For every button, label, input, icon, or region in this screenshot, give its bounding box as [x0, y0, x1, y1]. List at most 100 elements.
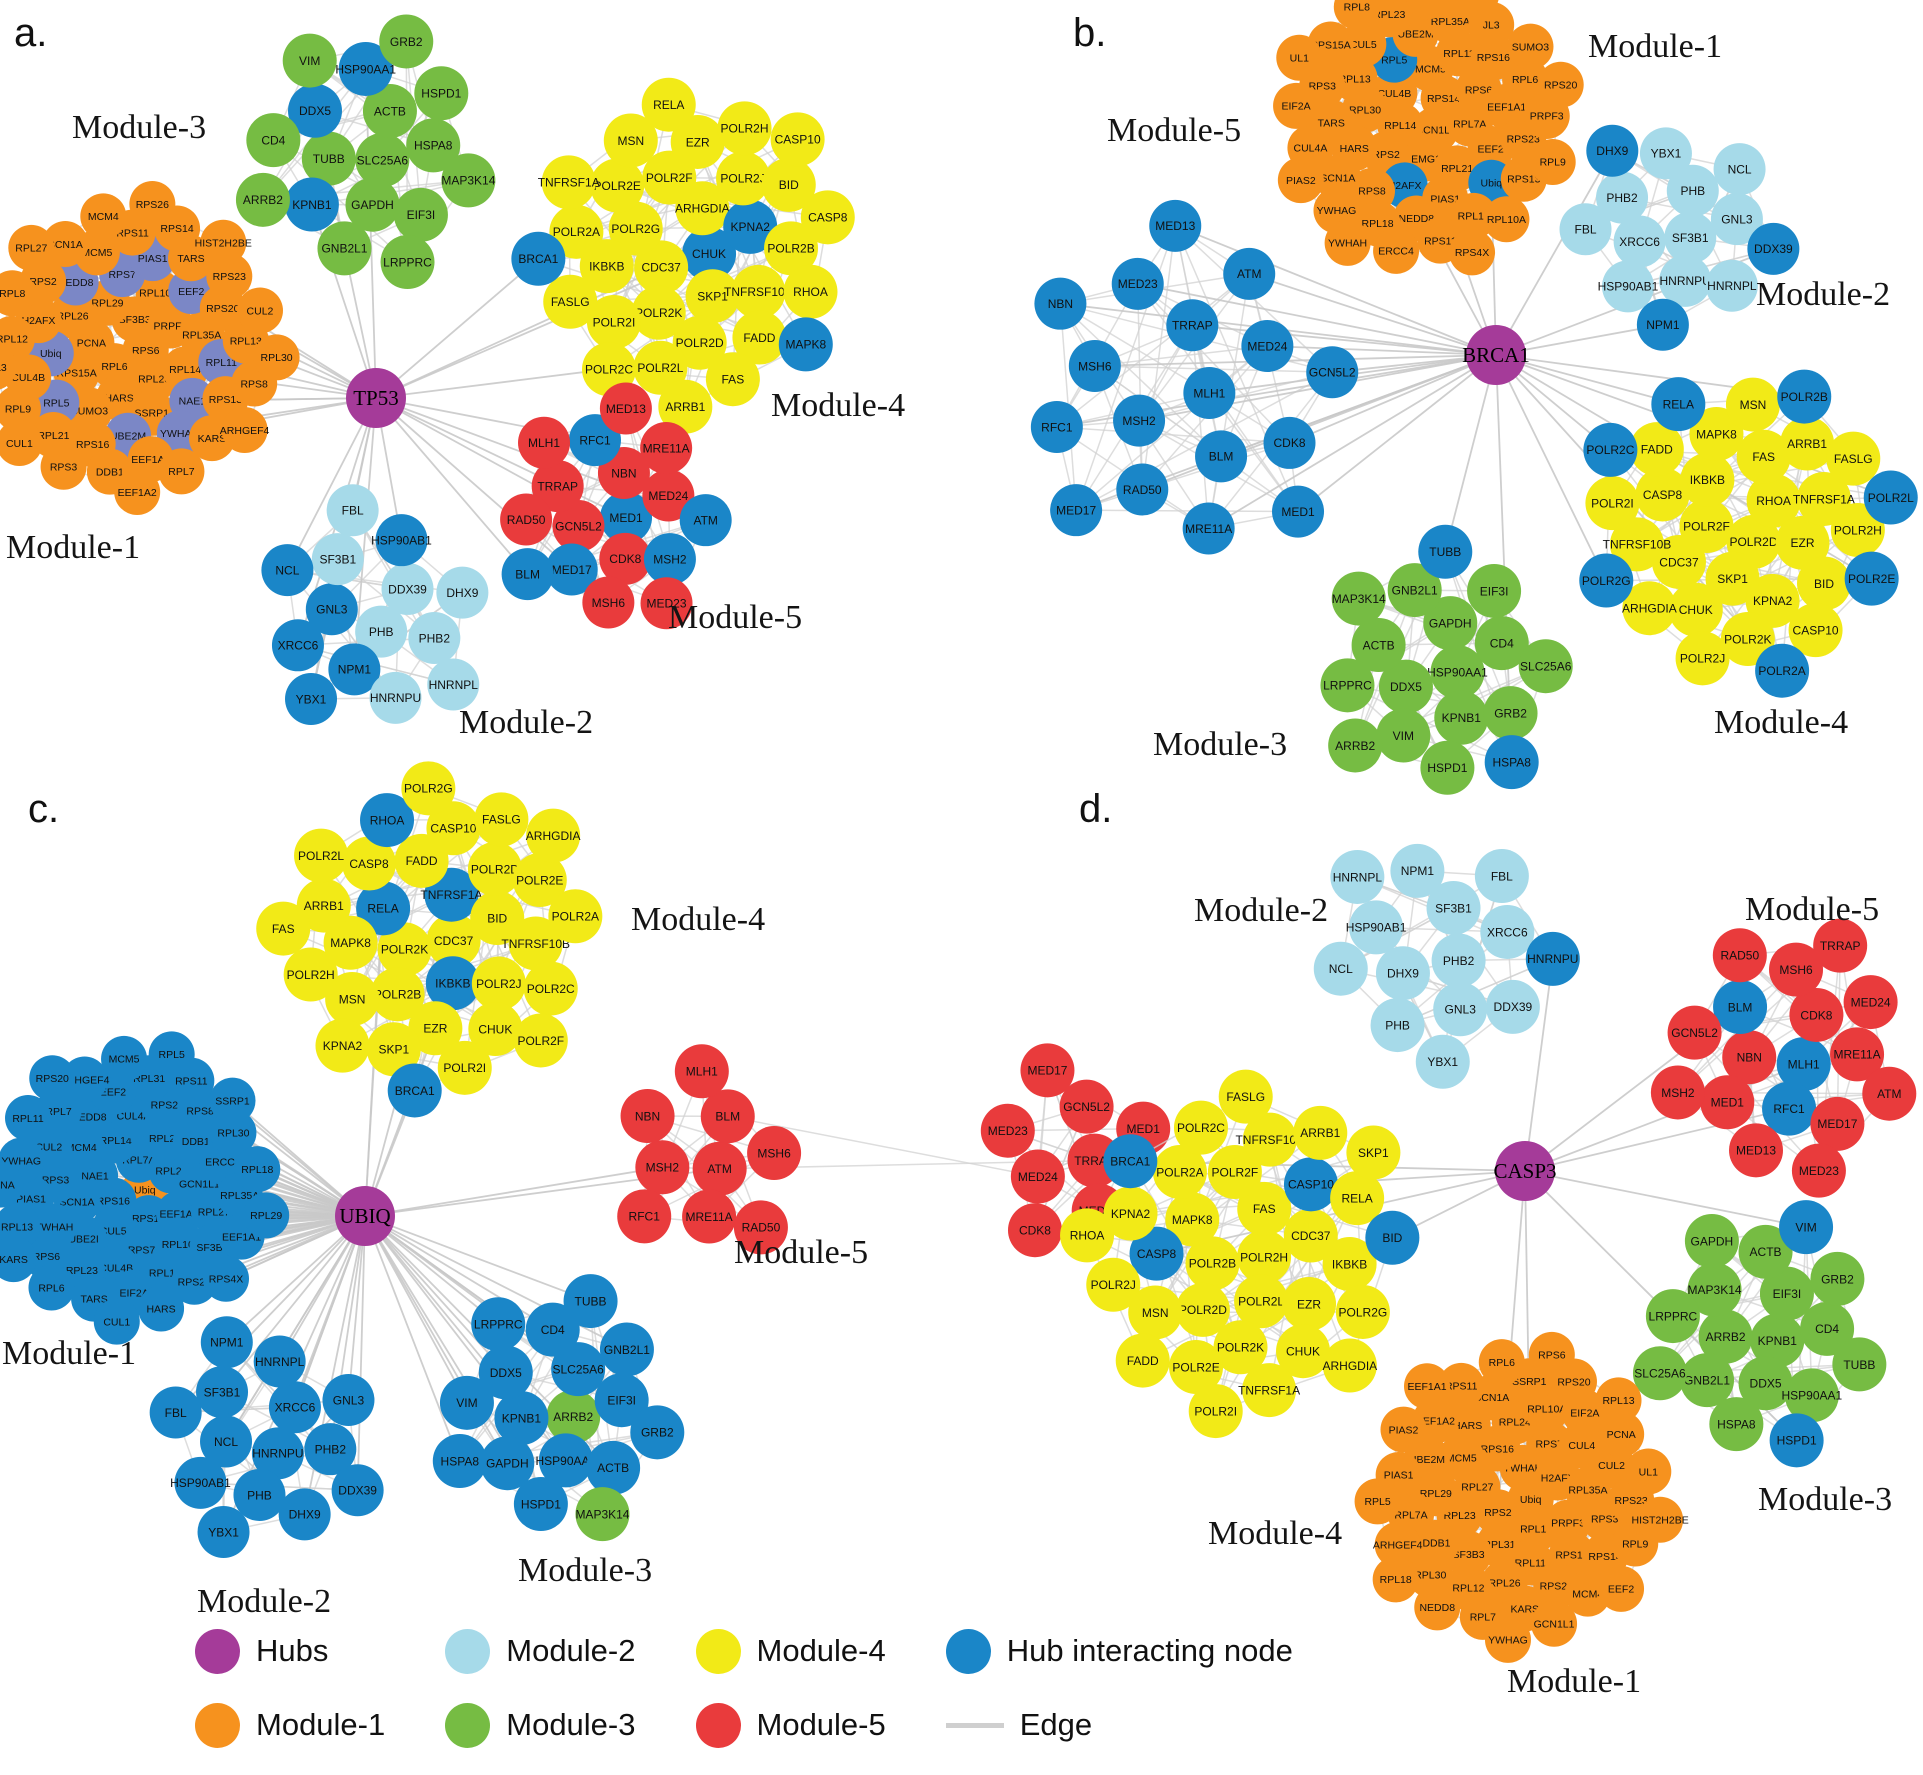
network-node: FADD	[1629, 422, 1684, 477]
node-circle	[478, 1345, 533, 1400]
node-label: RPL7	[45, 1106, 71, 1118]
node-circle	[1651, 534, 1706, 589]
legend-item-module-2: Module-2	[445, 1628, 636, 1674]
node-label: XRCC6	[1487, 925, 1528, 939]
module-label: Module-1	[2, 1335, 136, 1372]
node-circle	[209, 1077, 256, 1124]
network-node: FADD	[732, 310, 787, 365]
node-label: MED24	[1018, 1170, 1058, 1184]
network-node: PCNA	[0, 1161, 24, 1208]
node-label: RPS15A	[1310, 39, 1350, 51]
node-circle	[1328, 718, 1383, 773]
network-node: TNFRSF10B	[1603, 517, 1671, 572]
legend-swatch-m1	[195, 1702, 240, 1748]
hub-edge	[1444, 354, 1497, 553]
network-node: BRCA1	[387, 1063, 442, 1118]
node-label: POLR2D	[676, 336, 724, 350]
hub-edge	[1524, 958, 1554, 1172]
node-label: RPL21	[1441, 163, 1473, 175]
node-circle	[1378, 659, 1433, 714]
node-label: NAE1	[81, 1170, 109, 1182]
node-label: NEDD8	[1399, 213, 1435, 225]
network-node: CDC37	[1283, 1208, 1338, 1263]
node-label: MED13	[1155, 219, 1195, 233]
node-circle	[243, 1192, 290, 1239]
node-circle	[432, 1434, 487, 1489]
network-node: RPS3	[40, 443, 87, 490]
node-label: POLR2F	[646, 171, 693, 185]
node-circle	[1423, 596, 1478, 651]
node-circle	[5, 1094, 52, 1141]
node-label: CASP10	[1288, 1178, 1334, 1192]
node-label: IKBKB	[435, 977, 470, 991]
node-label: MAP3K14	[575, 1507, 629, 1521]
node-label: SF3B1	[1435, 901, 1472, 915]
node-label: GNL3	[316, 603, 348, 617]
network-node: GRB2	[1483, 686, 1538, 741]
node-circle	[1668, 582, 1723, 637]
node-circle	[563, 1274, 618, 1329]
node-circle	[634, 240, 689, 295]
node-label: MED17	[1817, 1117, 1857, 1131]
network-node: MED24	[642, 469, 695, 522]
hub-edge	[1094, 354, 1497, 367]
node-label: ARRB1	[304, 899, 344, 913]
node-label: RPS16	[76, 439, 109, 451]
node-circle	[1529, 138, 1576, 185]
network-node: IKBKB	[425, 956, 480, 1011]
network-node: RHOA	[1060, 1208, 1115, 1263]
node-label: H2AFX	[22, 315, 56, 327]
network-node: BLM	[1713, 979, 1768, 1034]
network-node: POLR2H	[1830, 503, 1885, 558]
node-label: RPL31	[133, 1073, 165, 1085]
network-node: YWHAH	[1324, 219, 1371, 266]
network-node: MED23	[1111, 257, 1164, 310]
network-node: RPL18	[234, 1146, 281, 1193]
node-label: TNFRSF1A	[420, 888, 482, 902]
network-node: RAD50	[1712, 928, 1767, 983]
node-circle	[28, 1264, 75, 1311]
node-circle	[1639, 127, 1692, 180]
node-label: CASP10	[775, 133, 821, 147]
node-circle	[1480, 904, 1535, 959]
node-circle	[1195, 430, 1248, 483]
network-node: XRCC6	[1613, 215, 1666, 268]
node-label: ACTB	[1750, 1245, 1782, 1259]
node-label: SCN1A	[59, 1196, 94, 1208]
node-circle	[202, 1255, 249, 1302]
legend-item-edge: Edge	[945, 1707, 1293, 1743]
node-circle	[425, 956, 480, 1011]
node-label: MAPK8	[330, 936, 371, 950]
node-circle	[1844, 551, 1899, 606]
network-node: GNB2L1	[317, 221, 372, 276]
network-node: MSH2	[643, 533, 696, 586]
network-node: LRPPRC	[471, 1297, 526, 1352]
node-label: HSPA8	[1717, 1417, 1756, 1431]
network-node: ARRB1	[658, 379, 713, 434]
node-circle	[362, 84, 417, 139]
node-label: RPS2	[29, 276, 57, 288]
network-node: GAPDH	[345, 177, 400, 232]
node-circle	[1664, 211, 1717, 264]
node-label: POLR2K	[1217, 1341, 1264, 1355]
node-circle	[158, 448, 205, 495]
node-label: HSP90AA1	[536, 1454, 597, 1468]
network-node: TUBB	[1832, 1337, 1887, 1392]
node-circle	[366, 1022, 421, 1077]
network-node: VIM	[282, 33, 337, 88]
network-node: POLR2B	[370, 967, 425, 1022]
network-node: GCN5L2	[552, 499, 605, 552]
node-label: POLR2C	[527, 982, 575, 996]
node-circle	[325, 972, 380, 1027]
node-label: MCM5	[1415, 64, 1446, 76]
module-label: Module-4	[1714, 704, 1848, 741]
node-circle	[468, 1002, 523, 1057]
node-label: SUMO3	[71, 405, 109, 417]
node-label: FAS	[272, 922, 295, 936]
node-label: RHOA	[370, 813, 405, 827]
node-label: MAP3K14	[1332, 592, 1386, 606]
network-node: KPNB1	[494, 1391, 549, 1446]
node-label: RPL5	[43, 397, 69, 409]
node-circle	[1705, 551, 1760, 606]
network-node: POLR2G	[1579, 553, 1634, 608]
